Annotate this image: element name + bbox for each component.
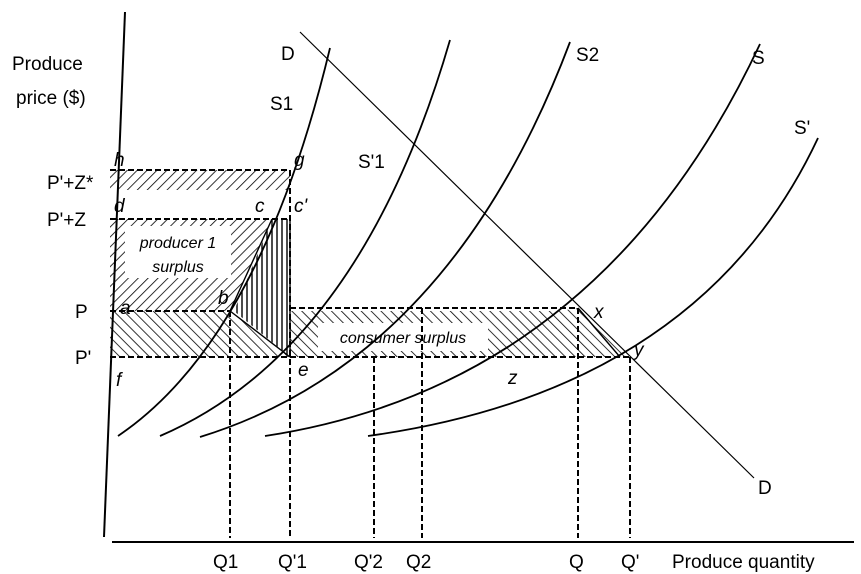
qty-label-q-prime-1: Q'1 [278,552,307,573]
point-h: h [114,150,125,171]
label-demand-top: D [281,44,295,65]
qty-label-q-prime-2: Q'2 [354,552,383,573]
axes [103,11,854,543]
region-vertical-hatch [234,219,290,357]
price-label-p-prime: P' [75,348,91,369]
label-s: S [752,48,765,69]
point-b: b [218,288,229,309]
consumer-label-box [318,323,488,351]
curve-s [264,43,761,437]
point-e: e [298,360,309,381]
y-axis-label-line1: Produce [12,54,83,75]
producer-surplus-label-line2: surplus [152,259,204,276]
label-s1: S1 [270,94,293,115]
point-g: g [294,150,305,171]
producer-surplus-label-line1: producer 1 [139,235,217,252]
qty-label-q2: Q2 [406,552,431,573]
point-d: d [114,196,126,217]
price-label-p-prime-z: P'+Z [47,210,86,231]
curve-s2 [199,41,571,438]
point-z: z [507,368,518,389]
supply-curves [117,39,819,438]
demand-line [299,31,755,479]
qty-label-q-prime: Q' [621,552,639,573]
label-s1-prime: S'1 [358,152,385,173]
y-axis-label-line2: price ($) [16,88,86,109]
label-demand-bottom: D [758,478,772,499]
point-x: x [593,302,605,323]
solid-lines [229,218,621,358]
x-axis-label: Produce quantity [672,552,815,573]
point-a: a [120,298,131,319]
producer-label-box [125,226,231,278]
curve-s1 [117,47,331,437]
qty-label-q1: Q1 [213,552,238,573]
dashed-lines [110,169,631,538]
consumer-surplus-label: consumer surplus [340,330,466,347]
point-c-prime: c' [294,196,309,217]
qty-label-q: Q [569,552,584,573]
region-h-g-band [110,170,290,190]
label-s-prime: S' [794,118,810,139]
y-axis [103,11,126,538]
price-label-p: P [75,302,88,323]
label-s2: S2 [576,45,599,66]
curve-s1-prime [159,39,451,437]
point-c: c [255,196,265,217]
curve-s-prime [367,137,819,437]
point-f: f [116,370,123,391]
point-y: y [632,340,645,361]
price-label-p-prime-z-star: P'+Z* [47,173,94,194]
